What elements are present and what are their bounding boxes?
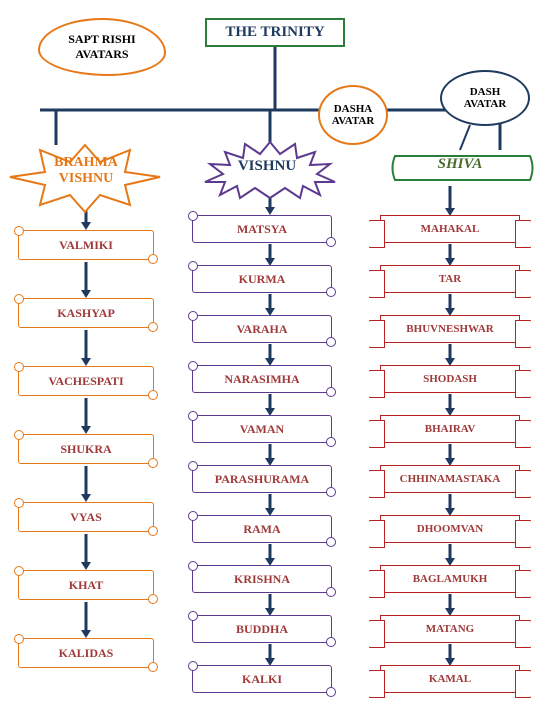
vishnu-item-5: PARASHURAMA [192, 465, 332, 493]
vishnu-item-6: RAMA [192, 515, 332, 543]
shiva-item-4: BHAIRAV [380, 415, 520, 443]
vishnu-item-7: KRISHNA [192, 565, 332, 593]
vishnu-item-0: MATSYA [192, 215, 332, 243]
vishnu-item-3: NARASIMHA [192, 365, 332, 393]
dash-avatar-speech: DASH AVATAR [440, 70, 530, 126]
brahma-item-0: VALMIKI [18, 230, 154, 260]
cloud-line2: AVATARS [75, 47, 128, 62]
dasha-line1: DASHA [334, 103, 373, 115]
shiva-item-7: BAGLAMUKH [380, 565, 520, 593]
vishnu-item-8: BUDDHA [192, 615, 332, 643]
dasha-avatar-badge: DASHA AVATAR [318, 85, 388, 145]
shiva-item-2: BHUVNESHWAR [380, 315, 520, 343]
vishnu-item-4: VAMAN [192, 415, 332, 443]
title-text: THE TRINITY [225, 24, 324, 40]
vishnu-header-text: VISHNU [238, 158, 296, 174]
brahma-item-2: VACHESPATI [18, 366, 154, 396]
shiva-item-3: SHODASH [380, 365, 520, 393]
dash-line1: DASH [442, 86, 528, 98]
shiva-item-9: KAMAL [380, 665, 520, 693]
brahma-item-5: KHAT [18, 570, 154, 600]
dasha-line2: AVATAR [332, 115, 375, 127]
brahma-header: BRAHMA VISHNU [18, 155, 154, 187]
cloud-line1: SAPT RISHI [68, 32, 135, 47]
vishnu-item-1: KURMA [192, 265, 332, 293]
vishnu-item-9: KALKI [192, 665, 332, 693]
shiva-header-text: SHIVA [438, 156, 483, 172]
brahma-item-3: SHUKRA [18, 434, 154, 464]
brahma-item-6: KALIDAS [18, 638, 154, 668]
brahma-item-4: VYAS [18, 502, 154, 532]
shiva-item-0: MAHAKAL [380, 215, 520, 243]
trinity-title: THE TRINITY [205, 18, 345, 47]
dash-line2: AVATAR [442, 98, 528, 110]
shiva-item-8: MATANG [380, 615, 520, 643]
brahma-header-line2: VISHNU [18, 171, 154, 187]
vishnu-header: VISHNU [192, 158, 342, 175]
brahma-item-1: KASHYAP [18, 298, 154, 328]
brahma-header-line1: BRAHMA [18, 155, 154, 171]
vishnu-item-2: VARAHA [192, 315, 332, 343]
shiva-item-1: TAR [380, 265, 520, 293]
shiva-item-5: CHHINAMASTAKA [380, 465, 520, 493]
shiva-item-6: DHOOMVAN [380, 515, 520, 543]
shiva-header: SHIVA [395, 156, 525, 173]
